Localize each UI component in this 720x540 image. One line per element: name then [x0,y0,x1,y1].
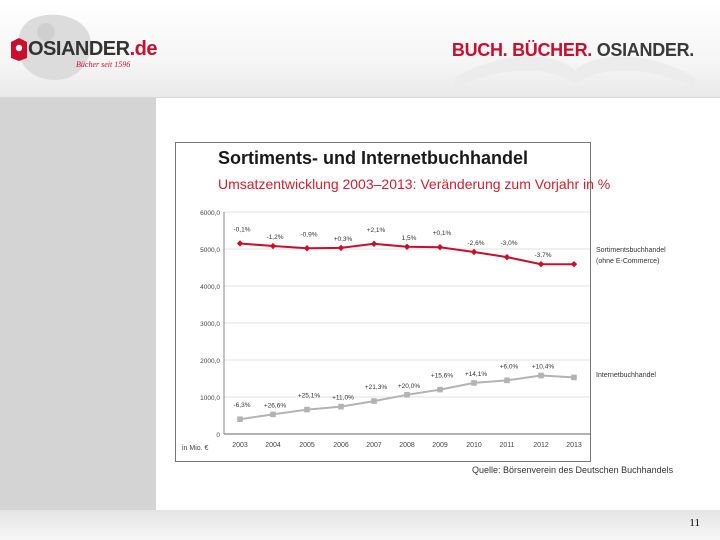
tagline-word-1: BUCH. [451,40,508,60]
chart-title: Sortiments- und Internetbuchhandel [218,148,529,168]
legend-series-2: Internetbuchhandel [596,372,656,379]
legend-series-1-note: (ohne E-Commerce) [596,258,659,265]
book-icon [11,38,27,61]
chart-subtitle: Umsatzentwicklung 2003–2013: Veränderung… [218,176,611,192]
tagline-word-3: OSIANDER. [596,40,695,60]
logo-name: OSIANDER [28,38,130,60]
legend-series-1: Sortimentsbuchhandel [596,247,666,254]
left-sidebar-panel [0,98,156,510]
source-note: Quelle: Börsenverein des Deutschen Buchh… [472,465,674,475]
page-number: 11 [689,517,700,529]
footer-bar [0,510,720,540]
logo-subline: Bücher seit 1596 [76,60,131,69]
reader-emblem-icon [18,14,92,80]
logo-domain: .de [129,38,158,60]
tagline-word-2: BÜCHER. [512,40,592,60]
open-book-watermark-icon [455,56,695,88]
header-bar: OSIANDER.de Bücher seit 1596 BUCH. BÜCHE… [0,0,720,98]
logo-wordmark: OSIANDER.de [28,38,157,61]
tagline: BUCH. BÜCHER. OSIANDER. [452,40,694,61]
osiander-logo[interactable]: OSIANDER.de Bücher seit 1596 [8,14,168,80]
